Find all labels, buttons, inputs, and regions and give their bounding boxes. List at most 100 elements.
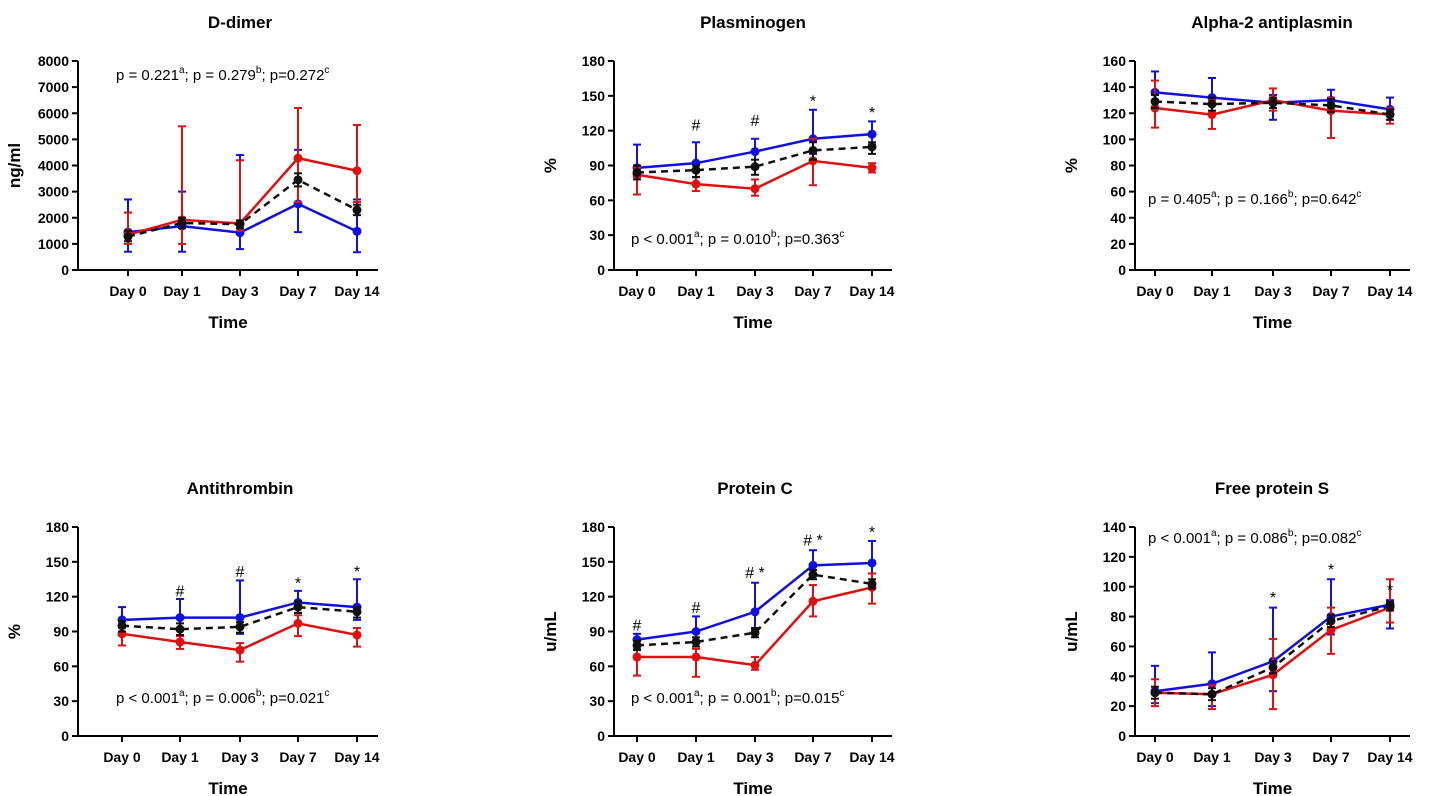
y-tick-label: 2000 <box>38 210 69 226</box>
data-point <box>1268 98 1278 108</box>
x-tick-label: Day 3 <box>736 749 774 765</box>
p-value-superscript: c <box>839 688 844 699</box>
y-tick-label: 0 <box>597 728 605 744</box>
data-point <box>1326 100 1336 110</box>
chart-title: Antithrombin <box>187 479 294 498</box>
y-tick-label: 40 <box>1110 668 1126 684</box>
y-tick-label: 7000 <box>38 79 69 95</box>
p-value-text: p = 0.006 <box>193 690 256 707</box>
significance-marker: # <box>751 113 760 130</box>
y-tick-label: 40 <box>1110 210 1126 226</box>
data-point <box>1326 616 1336 626</box>
y-tick-label: 120 <box>46 589 70 605</box>
p-value-text: p < 0.001 <box>631 231 694 248</box>
p-value-superscript: c <box>1356 189 1361 200</box>
y-tick-label: 120 <box>582 589 606 605</box>
p-value-text: p = 0.086 <box>1225 530 1288 547</box>
data-point <box>750 628 760 638</box>
chart-title: Free protein S <box>1215 479 1329 498</box>
x-tick-label: Day 0 <box>1136 749 1174 765</box>
y-tick-label: 0 <box>1118 728 1126 744</box>
significance-marker: * <box>810 93 816 110</box>
data-point <box>352 205 362 215</box>
x-tick-label: Day 7 <box>794 749 832 765</box>
p-value-separator: ; <box>1293 191 1301 208</box>
significance-marker: # <box>633 617 642 634</box>
p-value-text: p = 0.221 <box>116 67 179 84</box>
data-point <box>235 622 245 632</box>
y-tick-label: 120 <box>1103 549 1127 565</box>
x-tick-label: Day 0 <box>618 749 656 765</box>
p-value-superscript: a <box>179 688 185 699</box>
p-value-separator: ; <box>700 231 708 248</box>
x-tick-label: Day 3 <box>1254 283 1292 299</box>
p-value-text: p < 0.001 <box>631 690 694 707</box>
data-point <box>293 618 303 628</box>
significance-marker: * <box>1270 590 1276 607</box>
p-value-separator: ; <box>185 67 193 84</box>
p-value-superscript: b <box>1288 189 1294 200</box>
data-point <box>808 560 818 570</box>
y-tick-label: 100 <box>1103 131 1127 147</box>
data-point <box>750 147 760 157</box>
y-tick-label: 8000 <box>38 53 69 69</box>
y-tick-label: 1000 <box>38 236 69 252</box>
data-point <box>1150 96 1160 106</box>
p-value-text: p < 0.001 <box>1148 530 1211 547</box>
data-point <box>235 645 245 655</box>
significance-marker: # * <box>803 533 823 550</box>
significance-marker: * <box>354 564 360 581</box>
y-tick-label: 20 <box>1110 698 1126 714</box>
p-value-annotation: p < 0.001a; p = 0.086b; p=0.082c​ <box>1148 528 1361 547</box>
series <box>1150 93 1395 121</box>
data-point <box>750 184 760 194</box>
series <box>632 141 877 181</box>
x-axis-title: Time <box>1253 313 1292 332</box>
y-tick-label: 100 <box>1103 579 1127 595</box>
p-value-superscript: b <box>771 229 777 240</box>
data-point <box>808 145 818 155</box>
p-value-text: p = 0.001 <box>708 690 771 707</box>
y-tick-label: 60 <box>589 658 605 674</box>
x-tick-label: Day 3 <box>1254 749 1292 765</box>
data-point <box>352 607 362 617</box>
p-value-separator: ; <box>776 690 784 707</box>
data-point <box>632 167 642 177</box>
x-tick-label: Day 7 <box>1312 283 1350 299</box>
x-tick-label: Day 14 <box>1367 283 1412 299</box>
y-tick-label: 30 <box>53 693 69 709</box>
y-tick-label: 150 <box>582 554 606 570</box>
p-value-text: p=0.021 <box>270 690 325 707</box>
p-value-separator: ; <box>700 690 708 707</box>
data-point <box>1268 662 1278 672</box>
y-tick-label: 60 <box>53 658 69 674</box>
p-value-text: p=0.642 <box>1302 191 1357 208</box>
data-point <box>867 558 877 568</box>
y-axis-title: % <box>1062 158 1081 173</box>
x-tick-label: Day 0 <box>103 749 141 765</box>
data-point <box>175 637 185 647</box>
p-value-annotation: p = 0.221a; p = 0.279b; p=0.272c​ <box>116 65 329 84</box>
chart-panel: Free protein S 0 20 40 60 80 100 120 140 Day 0 Day… <box>1062 479 1413 796</box>
x-tick-label: Day 1 <box>161 749 199 765</box>
y-tick-label: 90 <box>53 624 69 640</box>
data-point <box>117 621 127 631</box>
chart-title: Plasminogen <box>700 13 806 32</box>
chart-panel: D-dimer 0 1000 2000 3000 4000 5000 6000 7000 8000… <box>5 13 380 332</box>
significance-marker: # <box>176 584 185 601</box>
x-tick-label: Day 14 <box>334 283 379 299</box>
x-axis-title: Time <box>733 313 772 332</box>
data-point <box>293 175 303 185</box>
p-value-superscript: c <box>324 65 329 76</box>
y-tick-label: 140 <box>1103 79 1127 95</box>
x-tick-label: Day 1 <box>1193 749 1231 765</box>
p-value-text: p = 0.010 <box>708 231 771 248</box>
data-point <box>867 129 877 139</box>
chart-title: D-dimer <box>208 13 273 32</box>
data-point <box>1150 688 1160 698</box>
p-value-separator: ; <box>261 690 269 707</box>
p-value-text: p=0.272 <box>270 67 325 84</box>
p-value-annotation: p = 0.405a; p = 0.166b; p=0.642c​ <box>1148 189 1361 208</box>
x-tick-label: Day 0 <box>1136 283 1174 299</box>
series-line <box>1154 100 1391 116</box>
